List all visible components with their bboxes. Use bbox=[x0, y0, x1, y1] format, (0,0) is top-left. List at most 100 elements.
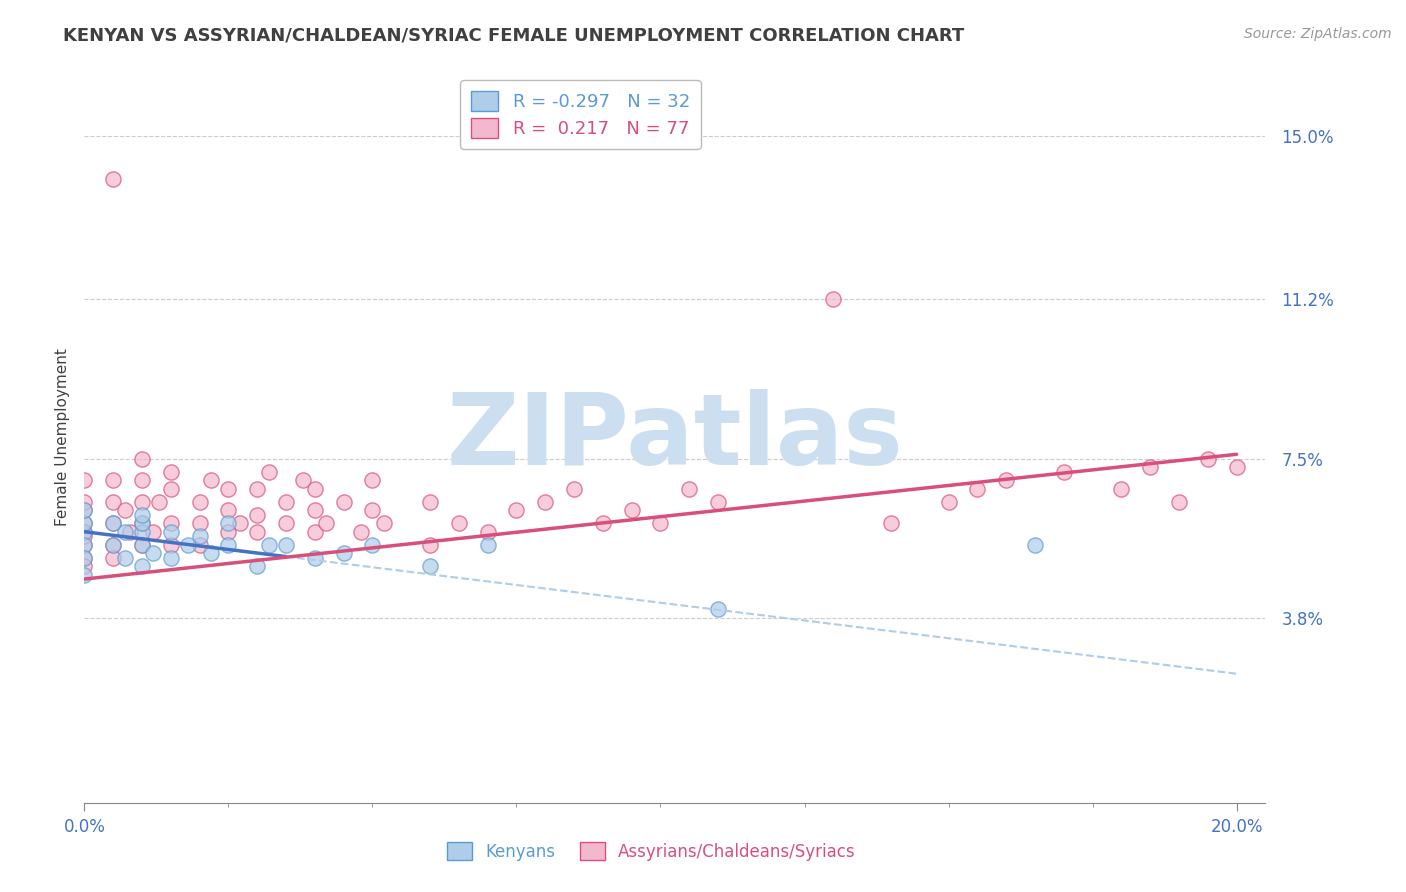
Point bbox=[73, 550, 96, 565]
Point bbox=[304, 550, 326, 565]
Point bbox=[274, 494, 297, 508]
Point bbox=[304, 524, 326, 539]
Point bbox=[707, 602, 730, 616]
Point bbox=[592, 516, 614, 530]
Point bbox=[373, 516, 395, 530]
Point bbox=[620, 503, 643, 517]
Point bbox=[217, 538, 239, 552]
Point bbox=[101, 538, 124, 552]
Point bbox=[131, 508, 153, 522]
Point bbox=[131, 559, 153, 574]
Point bbox=[131, 538, 153, 552]
Point bbox=[142, 524, 165, 539]
Text: ZIPatlas: ZIPatlas bbox=[447, 389, 903, 485]
Point bbox=[477, 524, 499, 539]
Point bbox=[880, 516, 903, 530]
Point bbox=[361, 503, 384, 517]
Point bbox=[217, 482, 239, 496]
Point bbox=[1024, 538, 1046, 552]
Point bbox=[142, 546, 165, 560]
Point bbox=[217, 503, 239, 517]
Point bbox=[131, 524, 153, 539]
Point bbox=[304, 503, 326, 517]
Point bbox=[938, 494, 960, 508]
Point bbox=[73, 567, 96, 582]
Point bbox=[1139, 460, 1161, 475]
Point bbox=[188, 538, 211, 552]
Point bbox=[246, 508, 269, 522]
Point bbox=[419, 494, 441, 508]
Point bbox=[332, 494, 354, 508]
Point bbox=[678, 482, 700, 496]
Point bbox=[114, 550, 136, 565]
Point bbox=[73, 516, 96, 530]
Point bbox=[131, 516, 153, 530]
Point bbox=[477, 538, 499, 552]
Point bbox=[101, 473, 124, 487]
Point bbox=[966, 482, 988, 496]
Point bbox=[188, 516, 211, 530]
Point bbox=[131, 538, 153, 552]
Point bbox=[73, 494, 96, 508]
Point bbox=[361, 538, 384, 552]
Point bbox=[148, 494, 170, 508]
Point bbox=[315, 516, 337, 530]
Point bbox=[159, 482, 181, 496]
Legend: Kenyans, Assyrians/Chaldeans/Syriacs: Kenyans, Assyrians/Chaldeans/Syriacs bbox=[440, 836, 862, 868]
Point bbox=[101, 516, 124, 530]
Point bbox=[350, 524, 373, 539]
Point bbox=[419, 538, 441, 552]
Point bbox=[419, 559, 441, 574]
Point bbox=[246, 482, 269, 496]
Point bbox=[188, 529, 211, 543]
Point bbox=[229, 516, 252, 530]
Point bbox=[562, 482, 585, 496]
Point bbox=[257, 465, 280, 479]
Point bbox=[1226, 460, 1249, 475]
Point bbox=[101, 516, 124, 530]
Point bbox=[101, 550, 124, 565]
Point bbox=[131, 451, 153, 466]
Point bbox=[73, 524, 96, 539]
Point bbox=[159, 524, 181, 539]
Point bbox=[73, 473, 96, 487]
Point bbox=[73, 516, 96, 530]
Point bbox=[1053, 465, 1076, 479]
Point bbox=[114, 524, 136, 539]
Point bbox=[217, 524, 239, 539]
Text: KENYAN VS ASSYRIAN/CHALDEAN/SYRIAC FEMALE UNEMPLOYMENT CORRELATION CHART: KENYAN VS ASSYRIAN/CHALDEAN/SYRIAC FEMAL… bbox=[63, 27, 965, 45]
Point bbox=[73, 524, 96, 539]
Point bbox=[200, 546, 222, 560]
Point bbox=[101, 538, 124, 552]
Point bbox=[159, 516, 181, 530]
Point bbox=[505, 503, 527, 517]
Point bbox=[73, 550, 96, 565]
Point bbox=[131, 494, 153, 508]
Point bbox=[361, 473, 384, 487]
Point bbox=[177, 538, 200, 552]
Text: Source: ZipAtlas.com: Source: ZipAtlas.com bbox=[1244, 27, 1392, 41]
Point bbox=[274, 516, 297, 530]
Point bbox=[73, 503, 96, 517]
Point bbox=[304, 482, 326, 496]
Point bbox=[159, 538, 181, 552]
Point bbox=[823, 293, 845, 307]
Point bbox=[246, 524, 269, 539]
Point bbox=[188, 494, 211, 508]
Point bbox=[534, 494, 557, 508]
Point bbox=[200, 473, 222, 487]
Point bbox=[246, 559, 269, 574]
Point bbox=[292, 473, 315, 487]
Point bbox=[159, 465, 181, 479]
Point bbox=[650, 516, 672, 530]
Point bbox=[1168, 494, 1191, 508]
Point bbox=[1197, 451, 1219, 466]
Point bbox=[73, 529, 96, 543]
Point bbox=[73, 538, 96, 552]
Point bbox=[131, 473, 153, 487]
Point bbox=[120, 524, 142, 539]
Point bbox=[217, 516, 239, 530]
Y-axis label: Female Unemployment: Female Unemployment bbox=[55, 348, 70, 526]
Point bbox=[274, 538, 297, 552]
Point bbox=[995, 473, 1018, 487]
